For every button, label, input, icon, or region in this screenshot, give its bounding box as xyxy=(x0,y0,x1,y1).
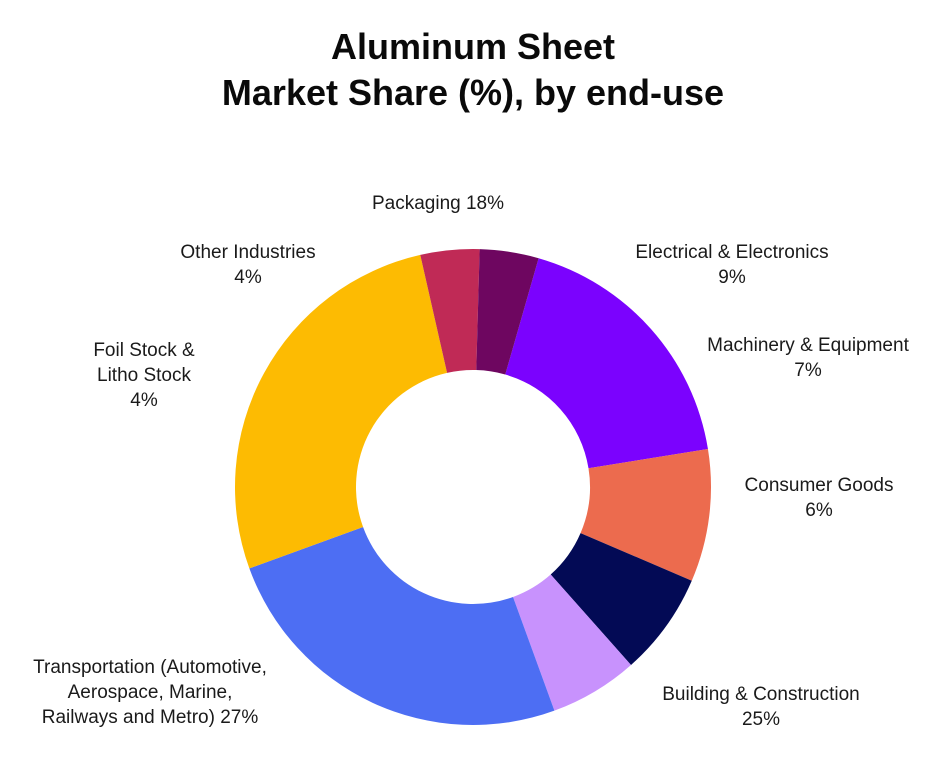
slice-label-line: Transportation (Automotive, xyxy=(33,657,267,678)
pie-slice xyxy=(476,249,539,375)
pie-slice xyxy=(234,254,448,569)
slice-label-line: 7% xyxy=(794,360,822,381)
slice-label: Transportation (Automotive, Aerospace, Ma… xyxy=(33,657,267,728)
slice-label-line: Machinery & Equipment xyxy=(707,335,909,356)
pie-slice xyxy=(550,533,692,665)
slice-label-line: 4% xyxy=(234,267,262,288)
slice-label-line: Building & Construction xyxy=(662,684,860,705)
chart-title: Aluminum Sheet Market Share (%), by end-… xyxy=(0,24,946,116)
slice-label-line: 4% xyxy=(130,390,158,411)
pie-slice xyxy=(513,574,632,711)
slice-label-line: 9% xyxy=(718,267,746,288)
slice-label-line: Litho Stock xyxy=(97,365,191,386)
pie-slice xyxy=(420,248,480,373)
slice-label: Electrical & Electronics 9% xyxy=(635,242,828,288)
slice-label: Building & Construction 25% xyxy=(662,684,860,730)
slice-label-line: Aerospace, Marine, xyxy=(68,682,233,703)
slice-label-line: Electrical & Electronics xyxy=(635,242,828,263)
slice-label: Consumer Goods 6% xyxy=(745,475,894,521)
slice-label: Packaging 18% xyxy=(372,193,504,214)
pie-slice xyxy=(580,448,711,581)
pie-slice xyxy=(505,258,708,469)
slice-label-line: Consumer Goods xyxy=(745,475,894,496)
slice-label-line: 6% xyxy=(805,500,833,521)
slice-label: Foil Stock & Litho Stock 4% xyxy=(93,340,195,411)
chart-title-line-2: Market Share (%), by end-use xyxy=(221,72,725,113)
pie-slice xyxy=(249,527,555,725)
slice-label: Other Industries 4% xyxy=(180,242,315,288)
slice-label-line: Railways and Metro) 27% xyxy=(42,707,259,728)
chart-title-line-1: Aluminum Sheet xyxy=(330,26,616,67)
slice-label-line: Other Industries xyxy=(180,242,315,263)
slice-label-line: Packaging 18% xyxy=(372,193,504,214)
slice-label-line: Foil Stock & xyxy=(93,340,195,361)
slice-label: Machinery & Equipment 7% xyxy=(707,335,909,381)
slice-label-line: 25% xyxy=(742,709,780,730)
